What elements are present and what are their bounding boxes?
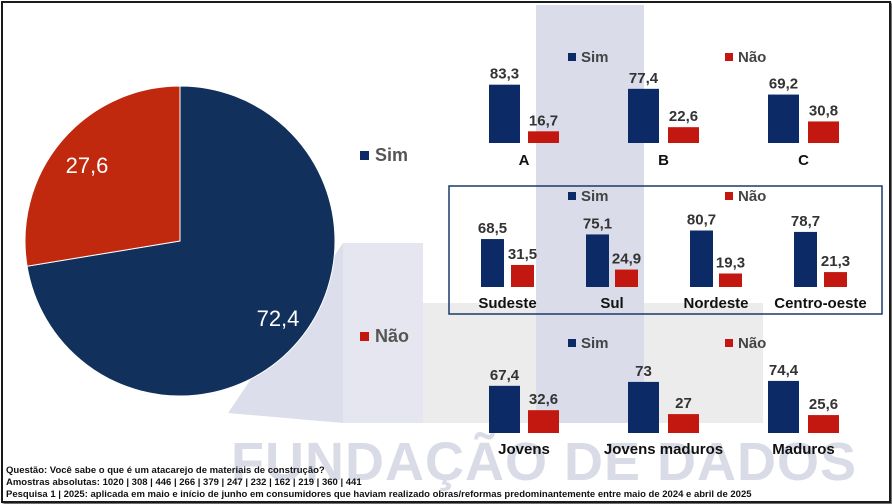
bar-nao	[719, 273, 742, 287]
footer-samples: Amostras absolutas: 1020 | 308 | 446 | 2…	[6, 477, 362, 488]
charts-canvas: 72,4 27,6 Sim Não Sim Não 83,3 16,7 A 77,4 22,6…	[24, 49, 883, 458]
category-label: Sul	[600, 295, 623, 312]
bar-nao	[824, 272, 847, 287]
legend-sim-label: Sim	[375, 145, 408, 165]
bar-value-label: 16,7	[529, 112, 558, 129]
legend-nao-swatch	[725, 192, 733, 200]
bar-value-label: 68,5	[478, 220, 507, 237]
bar-value-label: 24,9	[612, 251, 641, 268]
bar-value-label: 22,6	[669, 108, 698, 125]
bar-sim	[794, 231, 817, 287]
legend-nao-label: Não	[375, 326, 409, 346]
bar-value-label: 67,4	[490, 367, 520, 384]
category-label: Nordeste	[683, 295, 748, 312]
legend-sim-swatch	[568, 53, 576, 61]
bar-value-label: 19,3	[716, 254, 745, 271]
bar-nao	[808, 121, 839, 143]
bar-charts: Sim Não 83,3 16,7 A 77,4 22,6 B 69,2 30,8 C Sim Não 6…	[478, 49, 867, 458]
bar-sim	[489, 385, 520, 433]
bar-value-label: 25,6	[809, 396, 838, 413]
category-label: Centro-oeste	[774, 295, 867, 312]
category-label: B	[658, 152, 669, 169]
bar-value-label: 30,8	[809, 102, 838, 119]
bar-nao	[808, 415, 839, 433]
bar-sim	[690, 230, 713, 287]
bar-chart-2: Sim Não 68,531,5 Sudeste 75,1 24,9 Sul 80,7 19,3…	[478, 188, 867, 312]
bar-nao	[668, 414, 699, 433]
bar-value-label: 80,7	[687, 212, 716, 229]
category-label: Maduros	[772, 441, 835, 458]
bar-nao	[511, 264, 534, 287]
legend-nao-swatch	[360, 332, 369, 341]
category-label: C	[798, 152, 809, 169]
category-label: A	[519, 152, 530, 169]
pie-chart: 72,4 27,6	[24, 85, 336, 397]
bar-value-label: 77,4	[629, 70, 659, 87]
bar-nao	[615, 269, 638, 287]
pie-slice-sim	[26, 85, 336, 397]
footer-question: Questão: Você sabe o que é um atacarejo …	[6, 465, 325, 476]
category-label: Sudeste	[478, 295, 536, 312]
bar-sim	[628, 88, 659, 143]
bar-nao	[528, 410, 559, 433]
bar-value-label: 32,6	[529, 391, 558, 408]
pie-slice-nao	[24, 85, 181, 267]
category-label: Jovens	[498, 441, 550, 458]
bar-sim	[586, 234, 609, 287]
legend-sim-label: Sim	[581, 335, 609, 352]
bar-chart-1: Sim Não 83,3 16,7 A 77,4 22,6 B 69,2 30,8 C	[489, 49, 839, 169]
bar-sim	[481, 239, 504, 287]
pie-slice-label: 72,4	[257, 306, 300, 331]
region-group-box	[448, 185, 883, 315]
bar-value-label: 75,1	[583, 215, 612, 232]
watermark-shape	[343, 243, 423, 423]
bar-sim	[489, 84, 520, 143]
bar-sim	[628, 381, 659, 433]
legend-nao-swatch	[725, 53, 733, 61]
bar-value-label: 74,4	[769, 362, 799, 379]
bar-chart-3: Sim Não 67,4 32,6 Jovens 73 27 Jovens maduros 74…	[489, 335, 839, 458]
legend-nao-swatch	[725, 339, 733, 347]
legend-sim-swatch	[568, 192, 576, 200]
footer-survey: Pesquisa 1 | 2025: aplicada em maio e in…	[6, 489, 752, 500]
legend-sim-swatch	[568, 339, 576, 347]
bar-value-label: 31,5	[508, 246, 537, 263]
bar-value-label: 73	[635, 363, 652, 380]
legend-sim-label: Sim	[581, 188, 609, 205]
bar-sim	[768, 94, 799, 143]
legend-nao-label: Não	[738, 335, 766, 352]
legend-nao-label: Não	[738, 188, 766, 205]
legend-nao-label: Não	[738, 49, 766, 66]
bar-value-label: 69,2	[769, 76, 798, 93]
footer-notes: Questão: Você sabe o que é um atacarejo …	[6, 465, 752, 501]
bar-value-label: 21,3	[821, 253, 850, 270]
legend-sim-swatch	[360, 151, 369, 160]
watermark-shape	[536, 5, 644, 423]
legend-sim-label: Sim	[581, 49, 609, 66]
watermark-shape	[644, 303, 763, 423]
bar-sim	[768, 380, 799, 433]
pie-legend: Sim Não	[360, 145, 409, 346]
pie-slice-label: 27,6	[66, 153, 109, 178]
bar-value-label: 83,3	[490, 66, 519, 83]
category-label: Jovens maduros	[604, 441, 723, 458]
watermark-text: FUNDAÇÃO DE DADOS	[231, 432, 858, 492]
bar-nao	[528, 131, 559, 143]
bar-value-label: 27	[675, 395, 692, 412]
bar-value-label: 78,7	[791, 213, 820, 230]
bar-nao	[668, 127, 699, 143]
